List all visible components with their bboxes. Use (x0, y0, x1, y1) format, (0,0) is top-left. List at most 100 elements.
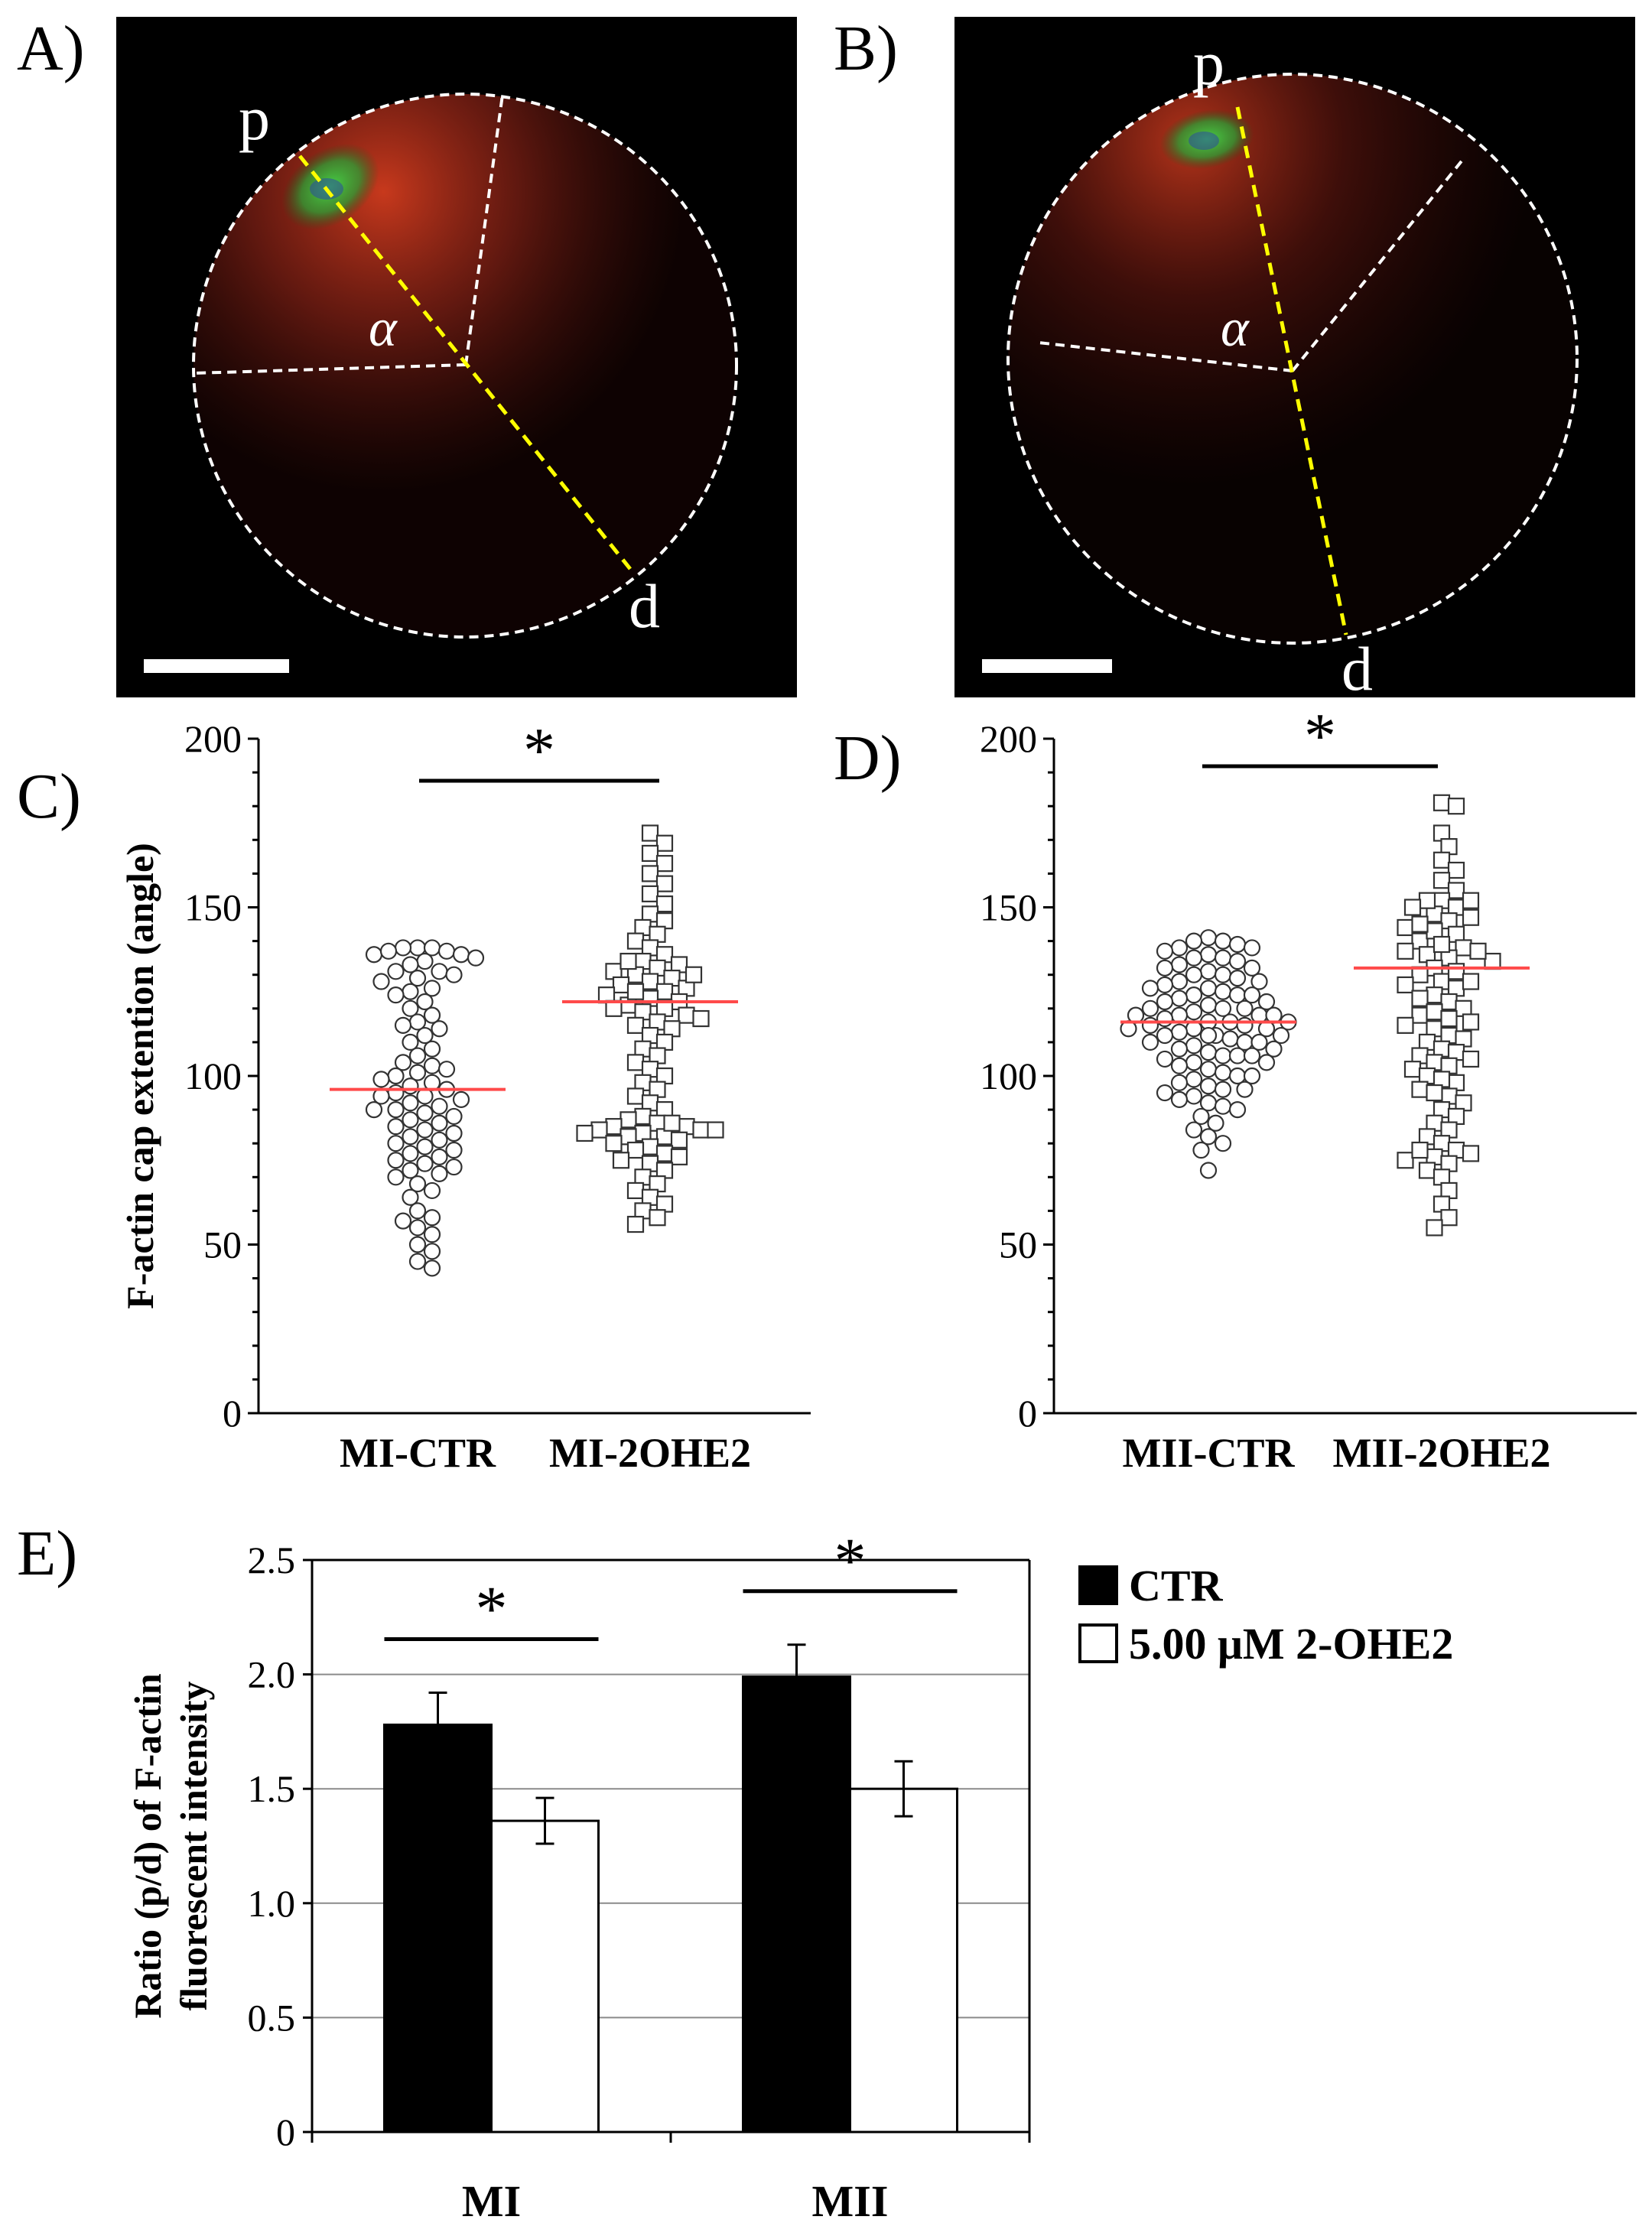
data-point (408, 1175, 427, 1193)
data-point (1156, 1084, 1174, 1102)
data-point (1250, 1033, 1268, 1051)
x-tick-label: MII-CTR (1123, 1430, 1296, 1476)
data-point (467, 949, 485, 967)
data-point (1257, 1054, 1276, 1071)
data-point (1214, 999, 1232, 1017)
y-tick-label: 50 (203, 1224, 242, 1266)
data-point (1199, 1061, 1218, 1078)
data-point (402, 1033, 419, 1051)
data-point (1214, 949, 1232, 967)
data-point (387, 1100, 405, 1119)
y-tick-label: 0 (276, 2111, 295, 2153)
bar (742, 1675, 851, 2134)
data-point (605, 1135, 623, 1152)
chart-d: 0 50 100 150 200 MII-CTR MII-2OHE2 * (980, 704, 1637, 1476)
data-point (1170, 973, 1189, 990)
data-point (431, 963, 448, 980)
chart-d-plot: 0 50 100 150 200 MII-CTR MII-2OHE2 * (980, 704, 1637, 1476)
data-point (387, 1135, 405, 1152)
data-point (1170, 956, 1189, 973)
data-point (402, 1128, 419, 1146)
data-point (387, 1067, 405, 1085)
y-axis-label: Ratio (p/d) of F-actinfluorescent intens… (126, 1673, 215, 2019)
significance-star: * (1304, 704, 1336, 772)
data-point (1185, 1071, 1203, 1088)
data-point (1397, 942, 1414, 960)
data-point (423, 1243, 441, 1260)
y-axis-label-line: Ratio (p/d) of F-actin (126, 1673, 169, 2019)
data-point (431, 1131, 448, 1149)
x-tick-label: MI-CTR (340, 1430, 496, 1476)
data-point (707, 1121, 724, 1139)
data-point (387, 986, 405, 1004)
data-point (431, 1097, 448, 1115)
y-tick-label: 0 (1018, 1392, 1037, 1435)
data-point (641, 885, 659, 902)
data-point (437, 942, 456, 960)
data-point (1185, 966, 1203, 983)
data-point (1192, 1107, 1210, 1126)
data-point (692, 1009, 710, 1028)
data-point (1221, 1030, 1239, 1048)
data-point (1185, 1087, 1203, 1105)
data-point (1447, 861, 1465, 879)
data-point (1411, 1141, 1429, 1159)
data-point (1236, 1081, 1254, 1098)
data-point (626, 983, 645, 1000)
data-point (1447, 882, 1465, 899)
y-tick-label: 200 (184, 717, 242, 760)
data-point (423, 1006, 441, 1024)
oocyte-outline (1006, 73, 1579, 645)
chart-e: 0 0.5 1.0 1.5 2.0 2.5 Ratio (p/d) of F-actinfl… (126, 1529, 1031, 2226)
data-point (655, 834, 674, 852)
data-point (387, 963, 405, 980)
data-point (1214, 966, 1232, 983)
data-point (1228, 970, 1247, 987)
data-point (1207, 1114, 1224, 1132)
significance-star: * (834, 1529, 867, 1597)
data-point (416, 993, 434, 1011)
data-point (1462, 908, 1480, 926)
data-point (1418, 1162, 1436, 1179)
chart-e-plot: 0 0.5 1.0 1.5 2.0 2.5 Ratio (p/d) of F-actinfl… (126, 1529, 1031, 2226)
data-point (590, 1121, 608, 1139)
data-point (394, 1212, 412, 1230)
data-point (649, 1209, 666, 1227)
data-point (416, 1121, 434, 1139)
data-point (1228, 935, 1247, 954)
data-point (1228, 952, 1247, 970)
data-point (423, 980, 441, 997)
data-point (1156, 993, 1174, 1011)
data-point (1170, 1090, 1189, 1108)
data-point (1243, 1067, 1261, 1085)
data-point (387, 1118, 405, 1136)
data-point (655, 895, 674, 913)
data-point (416, 952, 434, 970)
data-point (416, 1104, 434, 1122)
label-alpha: α (369, 299, 398, 358)
data-point (431, 1165, 448, 1182)
data-point (1426, 1084, 1443, 1102)
data-point (423, 1226, 441, 1243)
data-point (1272, 1026, 1290, 1045)
data-point (423, 1057, 441, 1074)
data-point (1170, 1040, 1189, 1058)
data-point (1214, 1097, 1232, 1115)
data-point (1447, 798, 1465, 815)
data-point (1214, 1135, 1232, 1152)
data-point (1440, 993, 1458, 1011)
data-point (692, 1121, 710, 1139)
label-alpha: α (1221, 299, 1250, 358)
data-point (1403, 899, 1422, 916)
data-point (408, 1047, 427, 1064)
data-point (1432, 794, 1451, 811)
data-point (402, 1077, 419, 1095)
data-point (641, 1138, 659, 1155)
data-point (1432, 935, 1451, 954)
data-point (1432, 872, 1451, 889)
data-point (416, 1026, 434, 1045)
x-tick-label: MII-2OHE2 (1332, 1430, 1550, 1476)
micrograph-b: p α d (954, 17, 1635, 697)
data-point (626, 1215, 645, 1233)
data-point (1214, 1047, 1232, 1064)
